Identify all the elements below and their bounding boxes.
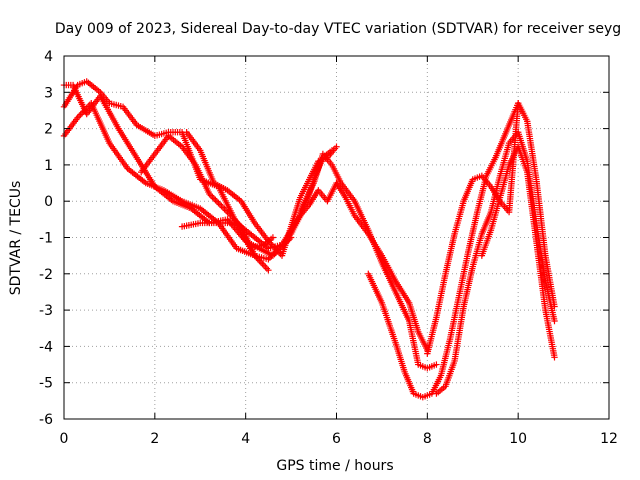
y-tick-label: -1 bbox=[39, 231, 53, 247]
series-5 bbox=[183, 129, 340, 259]
data-point bbox=[433, 361, 440, 368]
data-point bbox=[213, 198, 221, 205]
data-point bbox=[216, 201, 224, 208]
y-tick-label: -3 bbox=[39, 303, 53, 319]
y-tick-label: -6 bbox=[39, 412, 53, 428]
series-3 bbox=[60, 81, 295, 259]
data-point bbox=[75, 112, 83, 120]
y-axis-label: SDTVAR / TECUs bbox=[8, 181, 24, 296]
data-point bbox=[269, 234, 277, 241]
x-tick-label: 6 bbox=[332, 431, 341, 447]
y-tick-label: -2 bbox=[39, 267, 53, 283]
y-tick-label: 4 bbox=[44, 49, 53, 65]
y-tick-label: -4 bbox=[39, 339, 53, 355]
data-point bbox=[221, 205, 228, 213]
data-point bbox=[207, 192, 215, 199]
data-point bbox=[218, 202, 225, 210]
data-point bbox=[212, 196, 219, 204]
x-axis-label: GPS time / hours bbox=[276, 458, 393, 474]
y-tick-label: 0 bbox=[44, 194, 53, 210]
x-tick-label: 2 bbox=[150, 431, 159, 447]
data-point bbox=[206, 190, 213, 198]
data-point bbox=[209, 193, 216, 201]
data-point bbox=[260, 262, 268, 269]
data-point bbox=[215, 199, 222, 207]
data-point bbox=[222, 207, 230, 214]
x-tick-label: 0 bbox=[60, 431, 69, 447]
x-tick-label: 8 bbox=[423, 431, 432, 447]
x-tick-label: 12 bbox=[600, 431, 618, 447]
series-11 bbox=[478, 143, 558, 361]
data-point bbox=[210, 195, 218, 202]
series-2 bbox=[60, 99, 272, 274]
y-tick-label: -5 bbox=[39, 376, 53, 392]
series-layer bbox=[60, 78, 558, 401]
series-7 bbox=[296, 150, 440, 372]
data-point bbox=[262, 263, 269, 271]
chart-title: Day 009 of 2023, Sidereal Day-to-day VTE… bbox=[55, 21, 621, 37]
y-tick-label: 2 bbox=[44, 122, 53, 138]
data-point bbox=[259, 260, 266, 267]
y-tick-label: 3 bbox=[44, 85, 53, 101]
grid-layer bbox=[64, 56, 609, 419]
data-point bbox=[219, 204, 227, 211]
data-point bbox=[333, 143, 340, 150]
data-point bbox=[551, 354, 558, 361]
data-point bbox=[265, 266, 272, 274]
data-point bbox=[551, 317, 558, 325]
y-tick-label: 1 bbox=[44, 158, 53, 174]
series-9 bbox=[424, 99, 558, 357]
series-8 bbox=[365, 99, 522, 401]
data-point bbox=[263, 265, 271, 272]
x-tick-label: 4 bbox=[241, 431, 250, 447]
x-tick-label: 10 bbox=[509, 431, 527, 447]
data-point bbox=[257, 258, 265, 266]
